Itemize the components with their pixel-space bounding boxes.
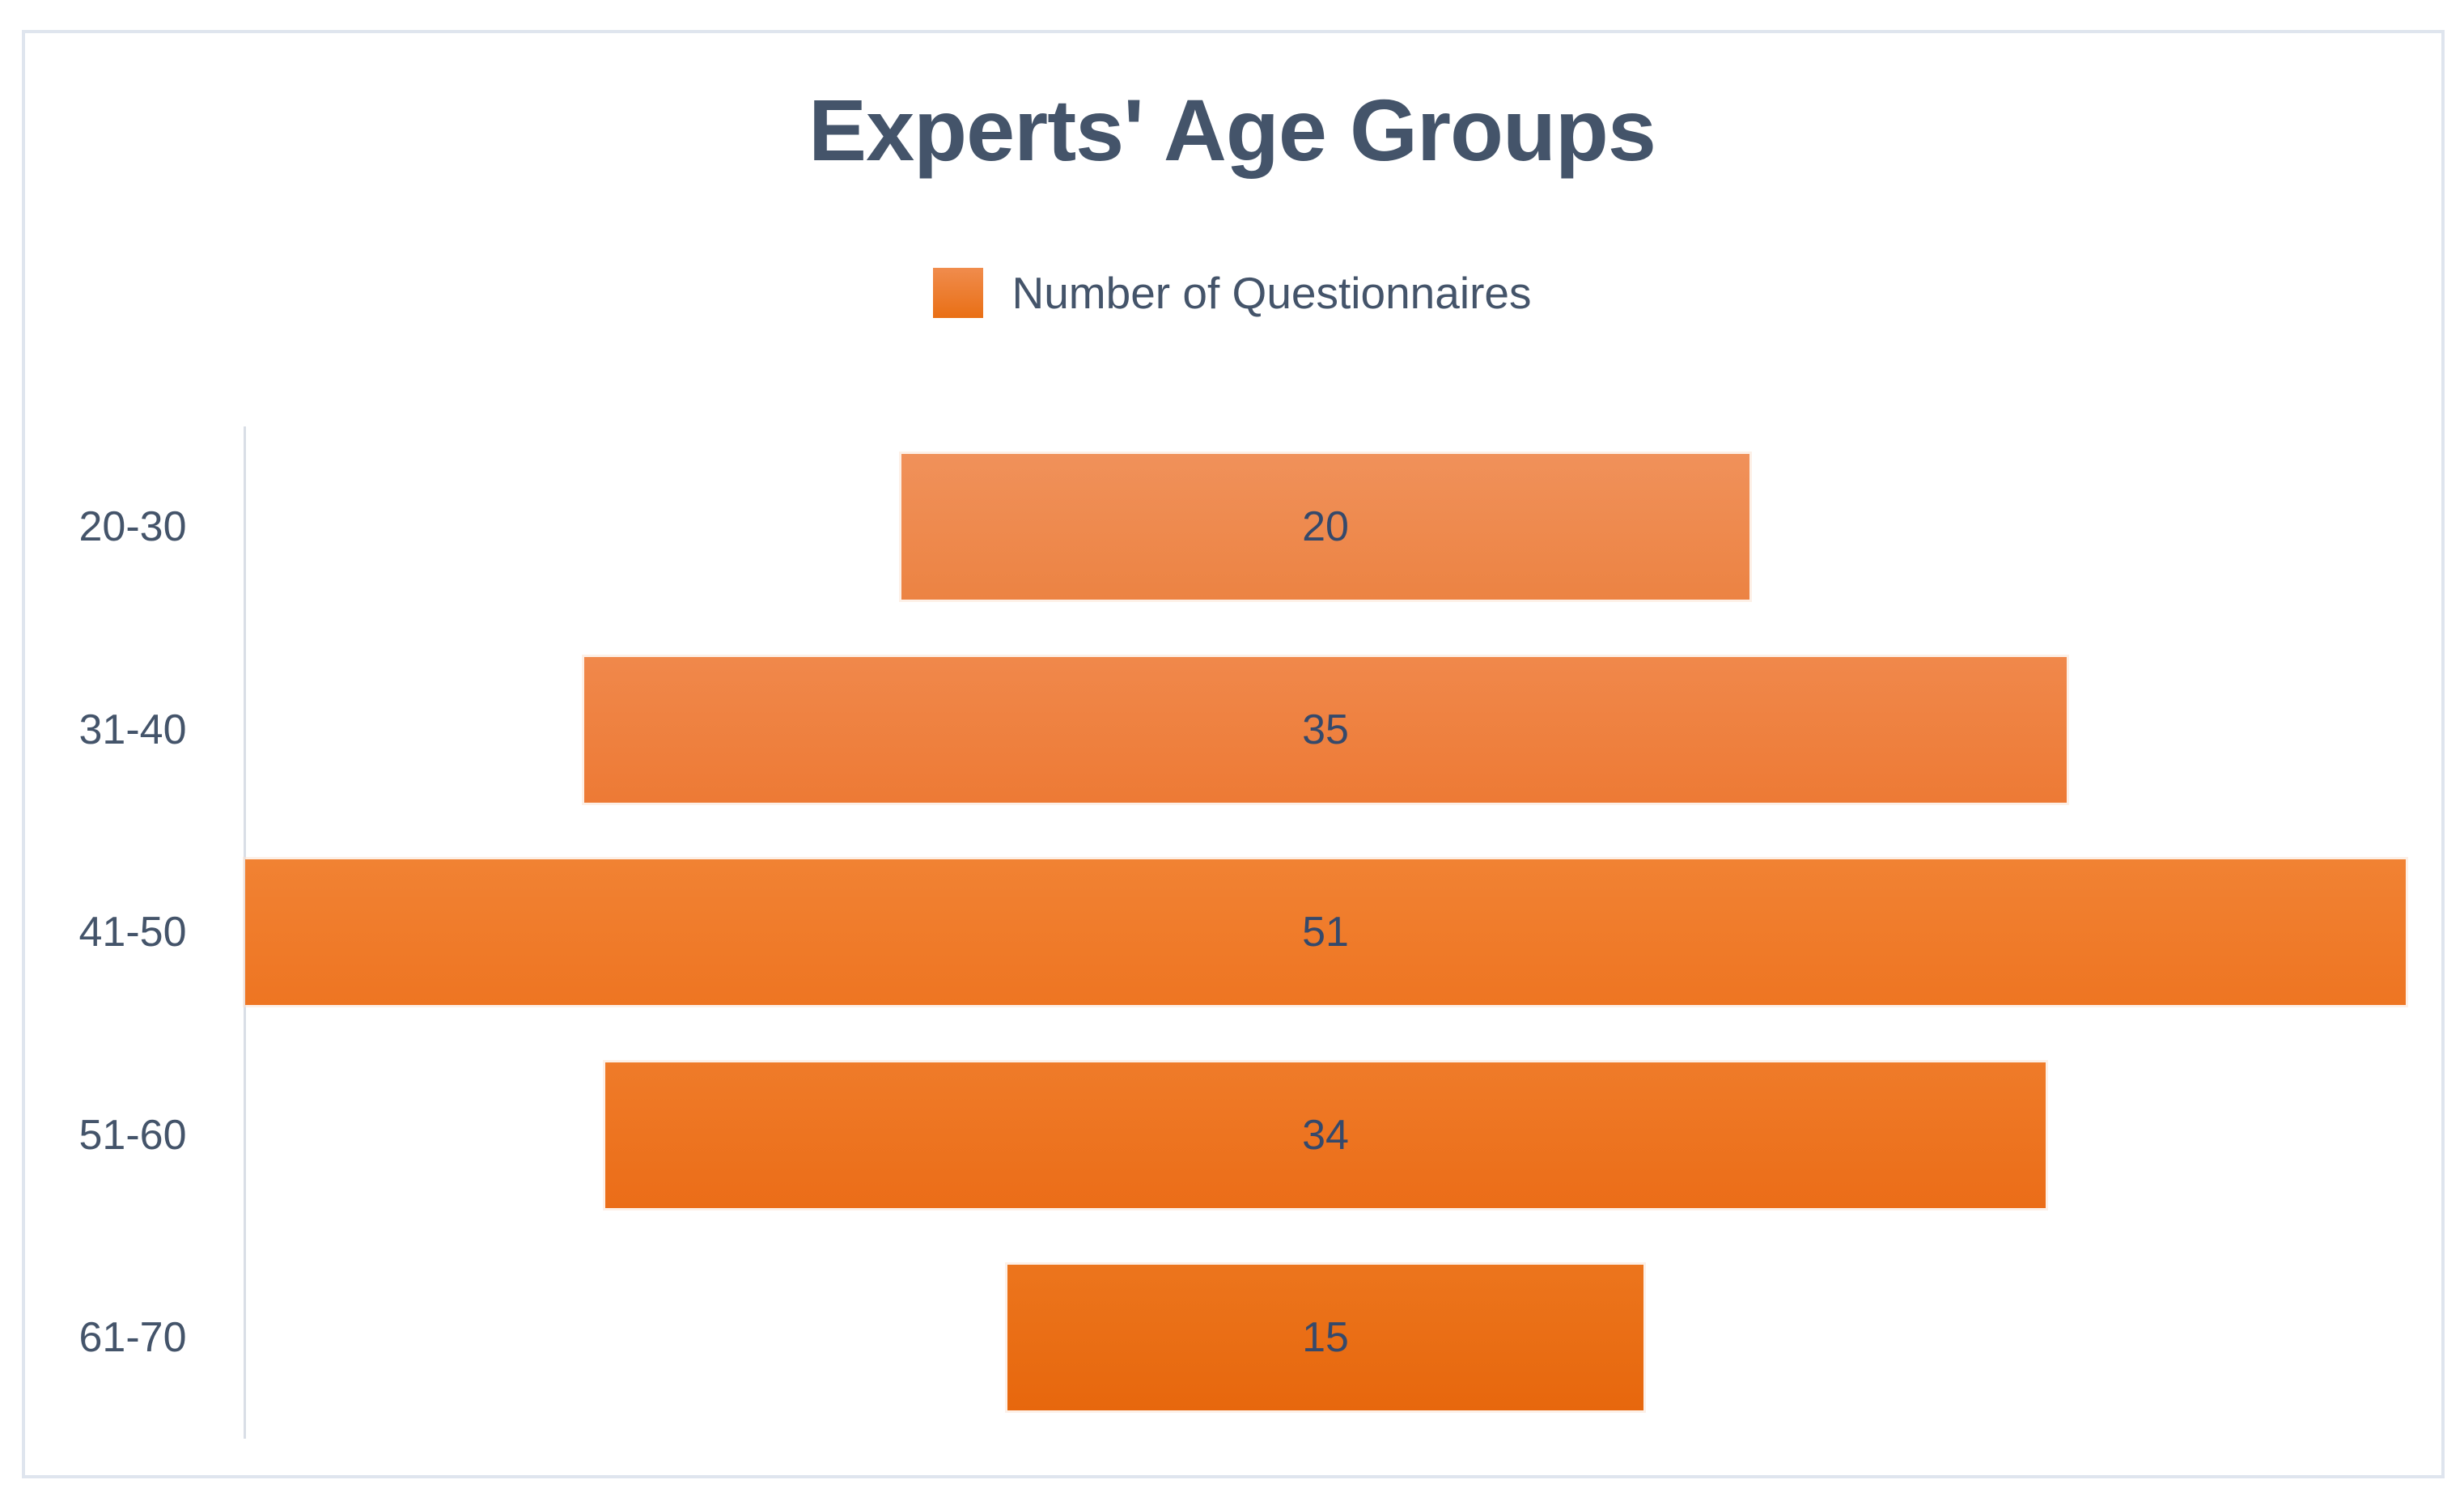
bar-row: 51-60 34 bbox=[0, 1062, 2464, 1208]
bar-row: 20-30 20 bbox=[0, 454, 2464, 600]
value-label: 20 bbox=[1302, 503, 1349, 550]
y-axis-line bbox=[244, 426, 246, 1439]
legend[interactable]: Number of Questionnaires bbox=[0, 267, 2464, 319]
category-label: 51-60 bbox=[78, 1111, 187, 1159]
chart-title: Experts' Age Groups bbox=[808, 81, 1656, 179]
bar-row: 61-70 15 bbox=[0, 1265, 2464, 1410]
category-label: 20-30 bbox=[78, 503, 187, 550]
bar[interactable]: 15 bbox=[1007, 1265, 1643, 1410]
bar-row: 41-50 51 bbox=[0, 859, 2464, 1005]
bar[interactable]: 20 bbox=[901, 454, 1749, 600]
category-label: 61-70 bbox=[78, 1314, 187, 1361]
bar[interactable]: 34 bbox=[605, 1062, 2046, 1208]
bar[interactable]: 35 bbox=[583, 656, 2067, 803]
legend-swatch-icon bbox=[932, 268, 983, 318]
bar-row: 31-40 35 bbox=[0, 656, 2464, 803]
category-label: 41-50 bbox=[78, 909, 187, 956]
chart-frame-border bbox=[22, 30, 2445, 1478]
bar[interactable]: 51 bbox=[245, 859, 2406, 1005]
value-label: 34 bbox=[1302, 1111, 1349, 1159]
value-label: 35 bbox=[1302, 706, 1349, 753]
value-label: 15 bbox=[1302, 1314, 1349, 1361]
legend-label: Number of Questionnaires bbox=[1011, 268, 1532, 318]
value-label: 51 bbox=[1302, 909, 1349, 956]
category-label: 31-40 bbox=[78, 706, 187, 753]
